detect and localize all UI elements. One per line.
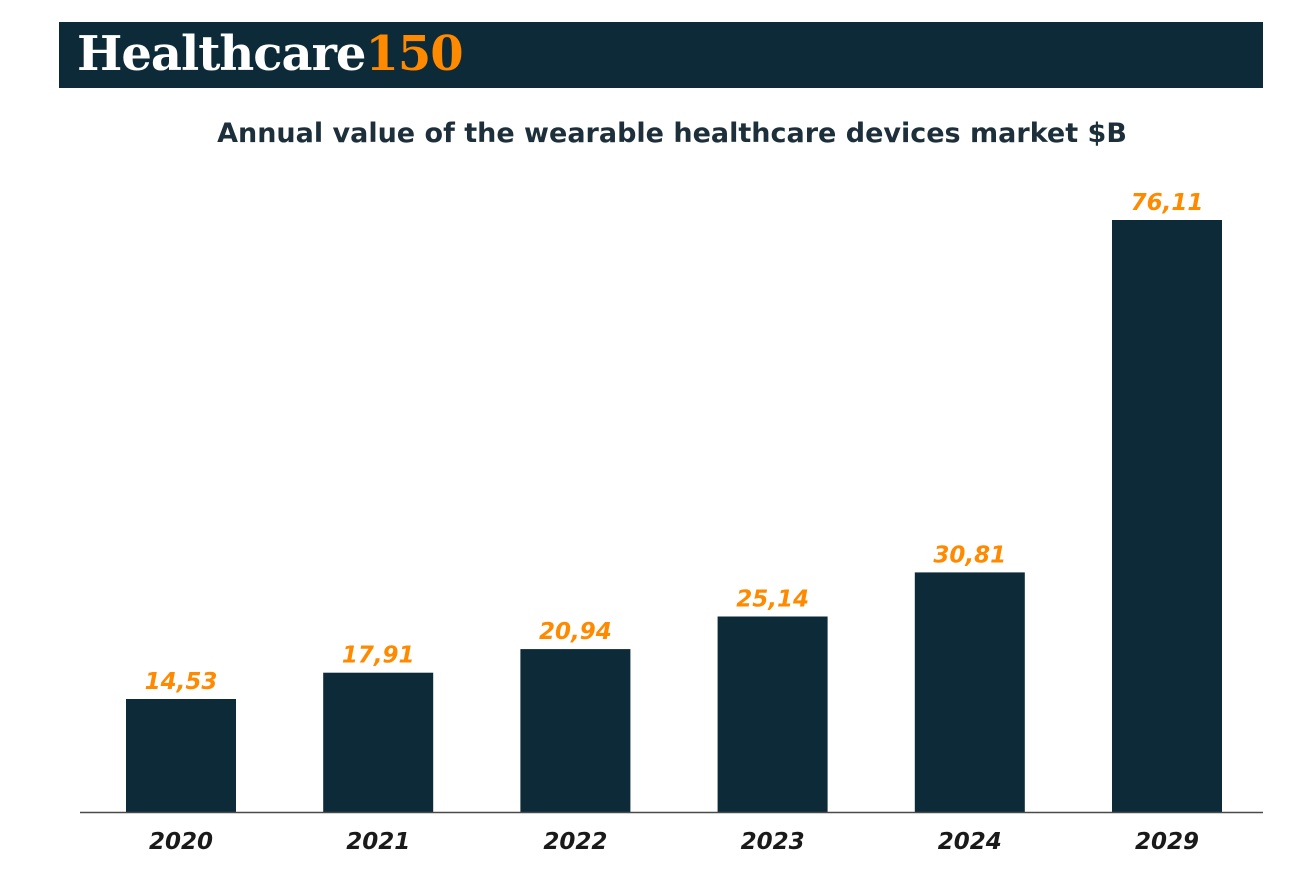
bar [717,616,828,812]
x-tick-label: 2024 [938,829,1002,855]
data-label: 25,14 [736,587,809,613]
healthcare150-logo: Healthcare150 [77,24,464,84]
data-label: 76,11 [1131,190,1204,216]
logo-number: 150 [365,26,463,82]
data-label: 17,91 [342,643,415,669]
bar [914,572,1025,812]
x-tick-label: 2020 [149,829,213,855]
x-tick-label: 2029 [1135,829,1199,855]
x-tick-label: 2023 [741,829,805,855]
data-label: 14,53 [145,669,218,695]
x-tick-label: 2021 [346,829,410,855]
data-label: 20,94 [539,619,612,645]
brand-banner: Healthcare150 [59,22,1263,88]
x-tick-label: 2022 [543,829,607,855]
bar [126,699,236,812]
chart-title: Annual value of the wearable healthcare … [217,118,1127,149]
bar [1112,220,1222,812]
bar [323,672,434,812]
data-label: 30,81 [933,542,1006,568]
bar [520,649,631,812]
logo-word: Healthcare [77,26,366,82]
